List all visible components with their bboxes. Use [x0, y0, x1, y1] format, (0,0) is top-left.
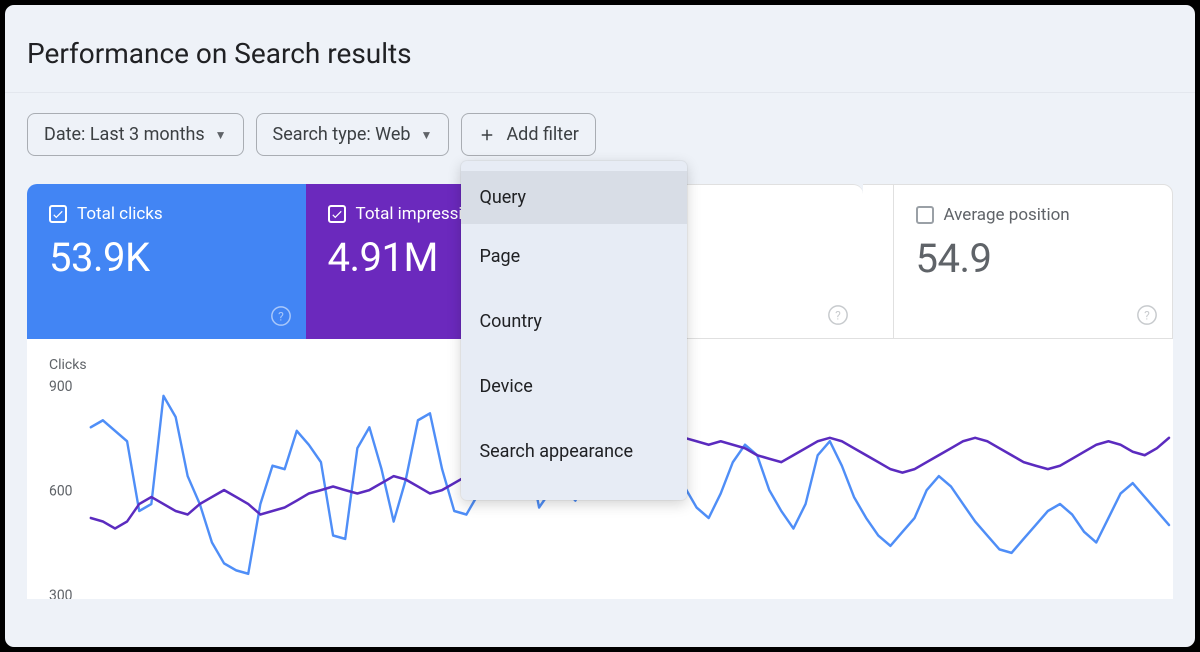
svg-text:?: ?: [1144, 309, 1150, 323]
add-filter-menu-item[interactable]: Device: [461, 354, 687, 419]
date-filter-chip[interactable]: Date: Last 3 months ▼: [27, 113, 244, 156]
metric-head: Total clicks: [49, 204, 284, 224]
chart-ytick: 300: [49, 587, 72, 599]
plus-icon: [478, 126, 496, 144]
search-type-filter-label: Search type: Web: [273, 124, 411, 145]
help-icon[interactable]: ?: [270, 305, 292, 327]
metric-gap: [863, 184, 893, 339]
add-filter-menu-item[interactable]: Country: [461, 289, 687, 354]
page-title: Performance on Search results: [5, 5, 1195, 92]
metric-card-clicks[interactable]: Total clicks 53.9K ?: [27, 184, 306, 339]
add-filter-menu-item[interactable]: Search appearance: [461, 419, 687, 484]
svg-text:?: ?: [835, 309, 841, 323]
metric-value: 53.9K: [49, 234, 284, 281]
add-filter-menu-item[interactable]: Query: [461, 171, 687, 224]
add-filter-menu-item[interactable]: Page: [461, 224, 687, 289]
checkbox-unchecked-icon[interactable]: [916, 206, 934, 224]
help-icon[interactable]: ?: [1136, 304, 1158, 326]
date-filter-label: Date: Last 3 months: [44, 124, 205, 145]
checkbox-checked-icon[interactable]: [328, 205, 346, 223]
metric-label: Average position: [944, 205, 1070, 225]
chart-ytick: 600: [49, 482, 72, 500]
help-icon[interactable]: ?: [827, 304, 849, 326]
add-filter-wrap: Add filter QueryPageCountryDeviceSearch …: [461, 113, 595, 156]
add-filter-menu: QueryPageCountryDeviceSearch appearance: [461, 161, 687, 500]
metric-card-position[interactable]: Average position 54.9 ?: [893, 184, 1174, 339]
metric-head: Average position: [916, 205, 1151, 225]
metric-label: Total clicks: [77, 204, 163, 224]
add-filter-label: Add filter: [506, 124, 578, 145]
chevron-down-icon: ▼: [421, 128, 433, 142]
chart-ytick: 900: [49, 379, 72, 395]
chevron-down-icon: ▼: [215, 128, 227, 142]
add-filter-button[interactable]: Add filter: [461, 113, 595, 156]
search-type-filter-chip[interactable]: Search type: Web ▼: [256, 113, 450, 156]
metric-value: 54.9: [916, 235, 1151, 282]
checkbox-checked-icon[interactable]: [49, 205, 67, 223]
app-frame: Performance on Search results Date: Last…: [0, 0, 1200, 652]
svg-text:?: ?: [278, 310, 284, 324]
filter-bar: Date: Last 3 months ▼ Search type: Web ▼…: [5, 92, 1195, 184]
